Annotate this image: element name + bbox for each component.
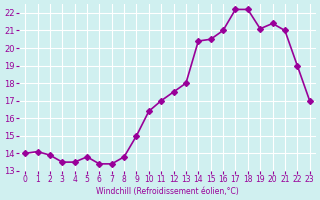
X-axis label: Windchill (Refroidissement éolien,°C): Windchill (Refroidissement éolien,°C) (96, 187, 239, 196)
